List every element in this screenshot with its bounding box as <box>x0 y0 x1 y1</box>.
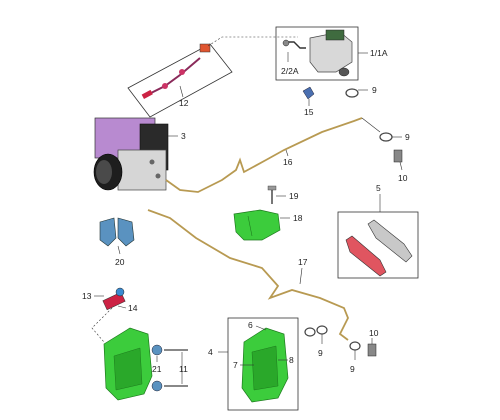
part-17-group: 17 <box>147 209 349 341</box>
part-6-leader <box>255 325 267 331</box>
part-4-group: 4 6 7 8 <box>208 317 299 411</box>
part-2-sensor-head <box>282 39 290 47</box>
part-16-group: 16 <box>165 117 381 193</box>
part-19-head <box>267 185 277 191</box>
callout-1-1a: 1/1A <box>370 48 388 58</box>
caliper-left-detail <box>113 347 143 391</box>
part-12-cable <box>144 57 201 97</box>
part-20-mount-right <box>117 217 135 247</box>
dashed-link-14-caliper <box>91 307 113 343</box>
callout-9-caliper-b: 9 <box>350 364 355 374</box>
seal-9-mid <box>379 132 393 142</box>
part-15-clip <box>302 86 315 100</box>
part-18-bracket <box>233 209 281 241</box>
callout-21: 21 <box>152 364 162 374</box>
bushing-21-upper <box>151 344 163 356</box>
part-5-pad-backing <box>367 219 413 263</box>
seal-9-upper-group: 9 <box>345 85 377 98</box>
part-20-group: 20 <box>99 217 135 267</box>
fitting-10-upper-group: 10 <box>393 149 408 183</box>
callout-4: 4 <box>208 347 213 357</box>
callout-9-upper: 9 <box>372 85 377 95</box>
callout-10-lower: 10 <box>369 328 379 338</box>
part-4-frame <box>227 317 299 411</box>
part-18-rib <box>247 215 253 237</box>
seal-9-upper <box>345 88 359 98</box>
part-3-port-b <box>155 173 161 179</box>
seal-9-caliper-a <box>304 327 316 337</box>
fitting-10-upper-leader <box>399 161 403 171</box>
callout-12: 12 <box>179 98 189 108</box>
callout-17: 17 <box>298 257 308 267</box>
callout-20: 20 <box>115 257 125 267</box>
pipe-16-to-seal <box>361 117 381 133</box>
part-12-frame <box>127 43 233 118</box>
seal-9-caliper-a2 <box>316 325 328 335</box>
callout-14: 14 <box>128 303 138 313</box>
callout-9-caliper-a: 9 <box>318 348 323 358</box>
seal-9-caliper-b-group: 9 <box>349 341 361 374</box>
part-5-pad-friction <box>345 235 387 277</box>
part-1-frame <box>275 26 359 81</box>
part-15-group: 15 <box>302 86 315 117</box>
part-12-group: 12 <box>127 43 233 118</box>
part-3-group: 3 <box>93 117 186 191</box>
part-16-leader <box>285 149 289 157</box>
part-16-pipe <box>165 117 363 193</box>
callout-16: 16 <box>283 157 293 167</box>
callout-15: 15 <box>304 107 314 117</box>
callout-2-2a: 2/2A <box>281 66 299 76</box>
part-1-outlet <box>338 67 350 77</box>
part-14-leader <box>117 305 127 309</box>
part-19-group: 19 <box>267 185 299 204</box>
callout-10-upper: 10 <box>398 173 408 183</box>
part-20-mount-left <box>99 217 117 247</box>
part-13-cap <box>115 287 125 297</box>
callout-6: 6 <box>248 320 253 330</box>
callout-9-mid: 9 <box>405 132 410 142</box>
caliper-left-group: 21 11 <box>103 327 188 401</box>
seal-9-caliper-b <box>349 341 361 351</box>
fitting-10-lower <box>367 343 377 357</box>
callout-13: 13 <box>82 291 92 301</box>
part-1-cap <box>325 29 345 41</box>
callout-7: 7 <box>233 360 238 370</box>
part-18-group: 18 <box>233 209 303 241</box>
part-4-caliper-detail <box>251 345 279 391</box>
callout-11: 11 <box>179 364 188 374</box>
fitting-10-upper <box>393 149 403 163</box>
part-5-group: 5 <box>337 183 419 279</box>
part-14-body <box>102 291 126 311</box>
seal-9-caliper-a-group: 9 <box>304 325 328 358</box>
callout-5: 5 <box>376 183 381 193</box>
part-12-leader <box>179 85 184 98</box>
seal-9-mid-group: 9 <box>379 132 410 142</box>
callout-18: 18 <box>293 213 303 223</box>
part-5-frame <box>337 211 419 279</box>
part-1-group: 2/2A 1/1A <box>275 26 388 81</box>
dashed-link-12-1 <box>207 36 298 47</box>
fitting-10-lower-group: 10 <box>367 328 379 357</box>
part-17-leader <box>299 267 303 285</box>
part-3-housing <box>117 149 167 191</box>
callout-3: 3 <box>181 131 186 141</box>
callout-19: 19 <box>289 191 299 201</box>
part-12-connector <box>199 43 211 53</box>
part-12-bead-b <box>179 69 185 75</box>
part-3-port-a <box>149 159 155 165</box>
part-13-14-group: 13 14 <box>82 287 138 343</box>
part-12-bead-a <box>162 83 168 89</box>
part-3-motor-face <box>96 160 112 184</box>
bushing-21-lower <box>151 380 163 392</box>
callout-8: 8 <box>289 355 294 365</box>
part-20-leader <box>117 245 121 255</box>
part-12-clip <box>141 89 153 99</box>
part-17-pipe <box>147 209 349 341</box>
